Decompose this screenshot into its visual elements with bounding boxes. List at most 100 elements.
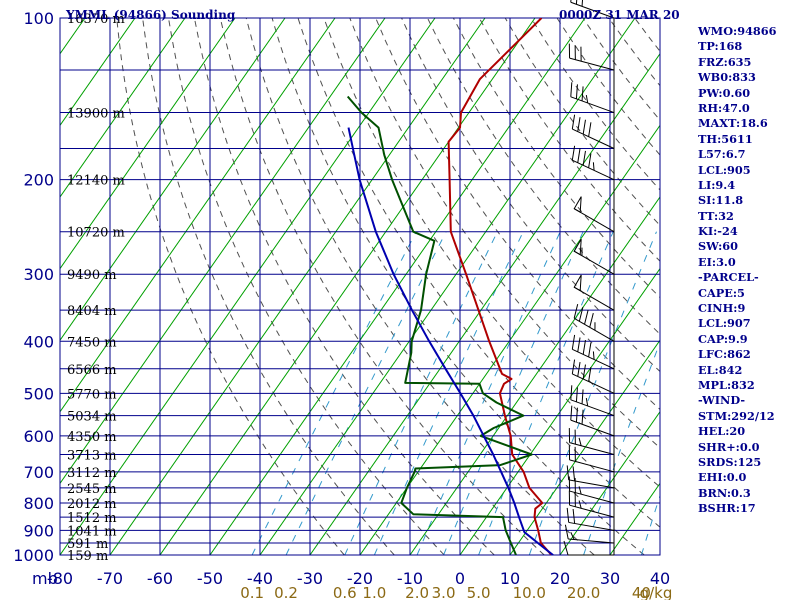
- wind-barb: [566, 465, 615, 489]
- barb-shaft: [570, 399, 615, 417]
- mixing-ratio-line: [251, 231, 417, 555]
- height-label: 16370 m: [67, 12, 125, 27]
- stability-index: PW:0.60: [698, 85, 751, 100]
- barb-full-feather: [577, 148, 581, 163]
- barb-full-feather: [581, 389, 584, 404]
- isotherm: [60, 18, 186, 198]
- stability-index: TP:168: [698, 39, 743, 54]
- stability-index: CAP:9.9: [698, 331, 748, 346]
- barb-full-feather: [577, 337, 581, 352]
- barb-half-feather: [585, 397, 589, 407]
- stability-index-list: WMO:94866 TP:168 FRZ:635 WB0:833 PW:0.60 RH:4…: [698, 24, 777, 517]
- stability-index: MAXT:18.6: [698, 116, 768, 131]
- mixing-ratio-label: g/kg: [640, 584, 673, 600]
- temperature-tick-label: -10: [397, 569, 423, 588]
- temperature-tick-label: 10: [500, 569, 520, 588]
- barb-half-feather: [592, 351, 595, 360]
- wind-barb: [566, 507, 615, 531]
- isotherm: [509, 339, 660, 555]
- barb-full-feather: [566, 507, 570, 523]
- dry-adiabat: [323, 18, 660, 488]
- stability-index: BRN:0.3: [698, 485, 751, 500]
- stability-index: EI:3.0: [698, 254, 736, 269]
- barb-half-feather: [570, 532, 575, 540]
- stability-index: CAPE:5: [698, 285, 745, 300]
- height-label: 1512 m: [67, 511, 117, 526]
- pressure-tick-label: 700: [23, 463, 54, 482]
- wind-barb: [564, 524, 615, 544]
- stability-index: HEL:20: [698, 424, 746, 439]
- pressure-tick-label: 1000: [13, 546, 54, 565]
- wind-barb: [568, 445, 615, 473]
- barb-shaft: [573, 286, 615, 311]
- temperature-tick-label: -50: [197, 569, 223, 588]
- stability-index: LCL:905: [698, 162, 751, 177]
- barb-full-feather: [588, 342, 592, 358]
- barb-full-feather: [581, 86, 584, 101]
- barb-pennant: [573, 196, 582, 214]
- pressure-tick-label: 800: [23, 494, 54, 513]
- mixing-ratio-label: 1.0: [362, 584, 386, 600]
- isotherm: [60, 18, 136, 127]
- stability-index: CINH:9: [698, 301, 746, 316]
- barb-pennant: [573, 274, 582, 292]
- barb-full-feather: [582, 150, 586, 166]
- stability-index: SHR+:0.0: [698, 439, 760, 454]
- height-label: 3112 m: [67, 466, 117, 481]
- mixing-ratio-label: 20.0: [567, 584, 600, 600]
- mixing-ratio-line: [285, 231, 447, 555]
- barb-shaft: [569, 504, 615, 518]
- temperature-line: [447, 18, 553, 555]
- barb-full-feather: [571, 114, 576, 130]
- height-label: 4350 m: [67, 430, 117, 445]
- barb-pennant: [573, 238, 582, 256]
- barb-full-feather: [584, 310, 589, 325]
- wind-barb: [573, 274, 615, 311]
- stability-index: FRZ:635: [698, 54, 752, 69]
- wind-barb: [570, 82, 615, 114]
- pressure-tick-label: 300: [23, 265, 54, 284]
- barb-full-feather: [578, 307, 584, 322]
- barb-full-feather: [589, 313, 594, 328]
- barb-shaft: [573, 250, 615, 275]
- barb-full-feather: [570, 385, 573, 400]
- wind-barb: [563, 540, 614, 556]
- isotherm: [359, 124, 660, 555]
- stability-index: BSHR:17: [698, 501, 756, 516]
- barb-full-feather: [581, 409, 584, 425]
- mixing-ratio-label: 10.0: [513, 584, 546, 600]
- mixing-ratio-lines: [251, 231, 660, 555]
- barb-shaft: [570, 1, 615, 19]
- wind-barb: [570, 405, 615, 437]
- barb-full-feather: [588, 153, 592, 168]
- profile-lines: [346, 18, 554, 555]
- stability-index: RH:47.0: [698, 100, 750, 115]
- stability-index: SI:11.8: [698, 193, 744, 208]
- stability-index: MPL:832: [698, 377, 755, 392]
- barb-shaft: [572, 159, 615, 181]
- mixing-ratio-line: [478, 231, 614, 555]
- barb-full-feather: [572, 466, 576, 482]
- barb-full-feather: [564, 524, 569, 540]
- height-label: 3713 m: [67, 449, 117, 464]
- mixing-ratio-label: 2.0: [405, 584, 429, 600]
- barb-shaft: [569, 442, 615, 456]
- barb-shaft: [570, 96, 615, 114]
- isotherm: [459, 267, 660, 555]
- height-label: 7450 m: [67, 335, 117, 350]
- barb-shaft: [569, 459, 615, 473]
- mixing-ratio-line: [528, 231, 657, 555]
- barb-shaft: [568, 538, 615, 544]
- barb-full-feather: [582, 339, 586, 355]
- height-label: 12140 m: [67, 174, 125, 189]
- wind-barb: [568, 428, 615, 456]
- height-label: 5034 m: [67, 410, 117, 425]
- parcel-line: [347, 127, 554, 555]
- pressure-tick-label: 900: [23, 521, 54, 540]
- mixing-ratio-line: [640, 494, 660, 555]
- temperature-tick-label: -70: [97, 569, 123, 588]
- height-label: 159 m: [67, 549, 108, 564]
